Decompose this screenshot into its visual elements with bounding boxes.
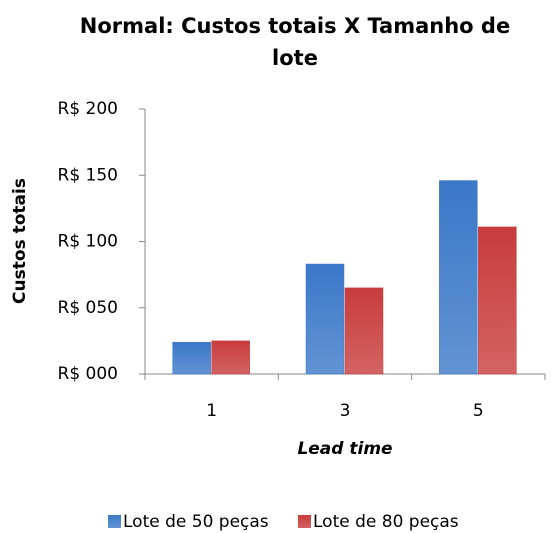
bar (211, 340, 250, 375)
x-axis-title: Lead time (297, 439, 392, 459)
legend-swatch (298, 515, 311, 528)
legend-label: Lote de 50 peças (123, 512, 269, 532)
chart-title: Normal: Custos totais X Tamanho de lote (79, 14, 511, 70)
x-tick-label: 3 (340, 401, 351, 421)
y-axis-title: Custos totais (10, 178, 30, 304)
bar (172, 341, 211, 375)
y-tick-label: R$ 150 (58, 165, 118, 185)
bar (478, 226, 517, 375)
legend-label: Lote de 80 peças (313, 512, 459, 532)
y-tick-label: R$ 200 (58, 99, 118, 119)
x-tick-label: 5 (473, 401, 484, 421)
y-tick-label: R$ 050 (58, 298, 118, 318)
bar (439, 180, 478, 375)
y-tick-label: R$ 100 (58, 232, 118, 252)
bar (305, 263, 345, 375)
x-tick-label: 1 (206, 401, 217, 421)
legend-swatch (108, 515, 121, 528)
bar (344, 287, 384, 375)
y-tick-label: R$ 000 (58, 364, 118, 384)
